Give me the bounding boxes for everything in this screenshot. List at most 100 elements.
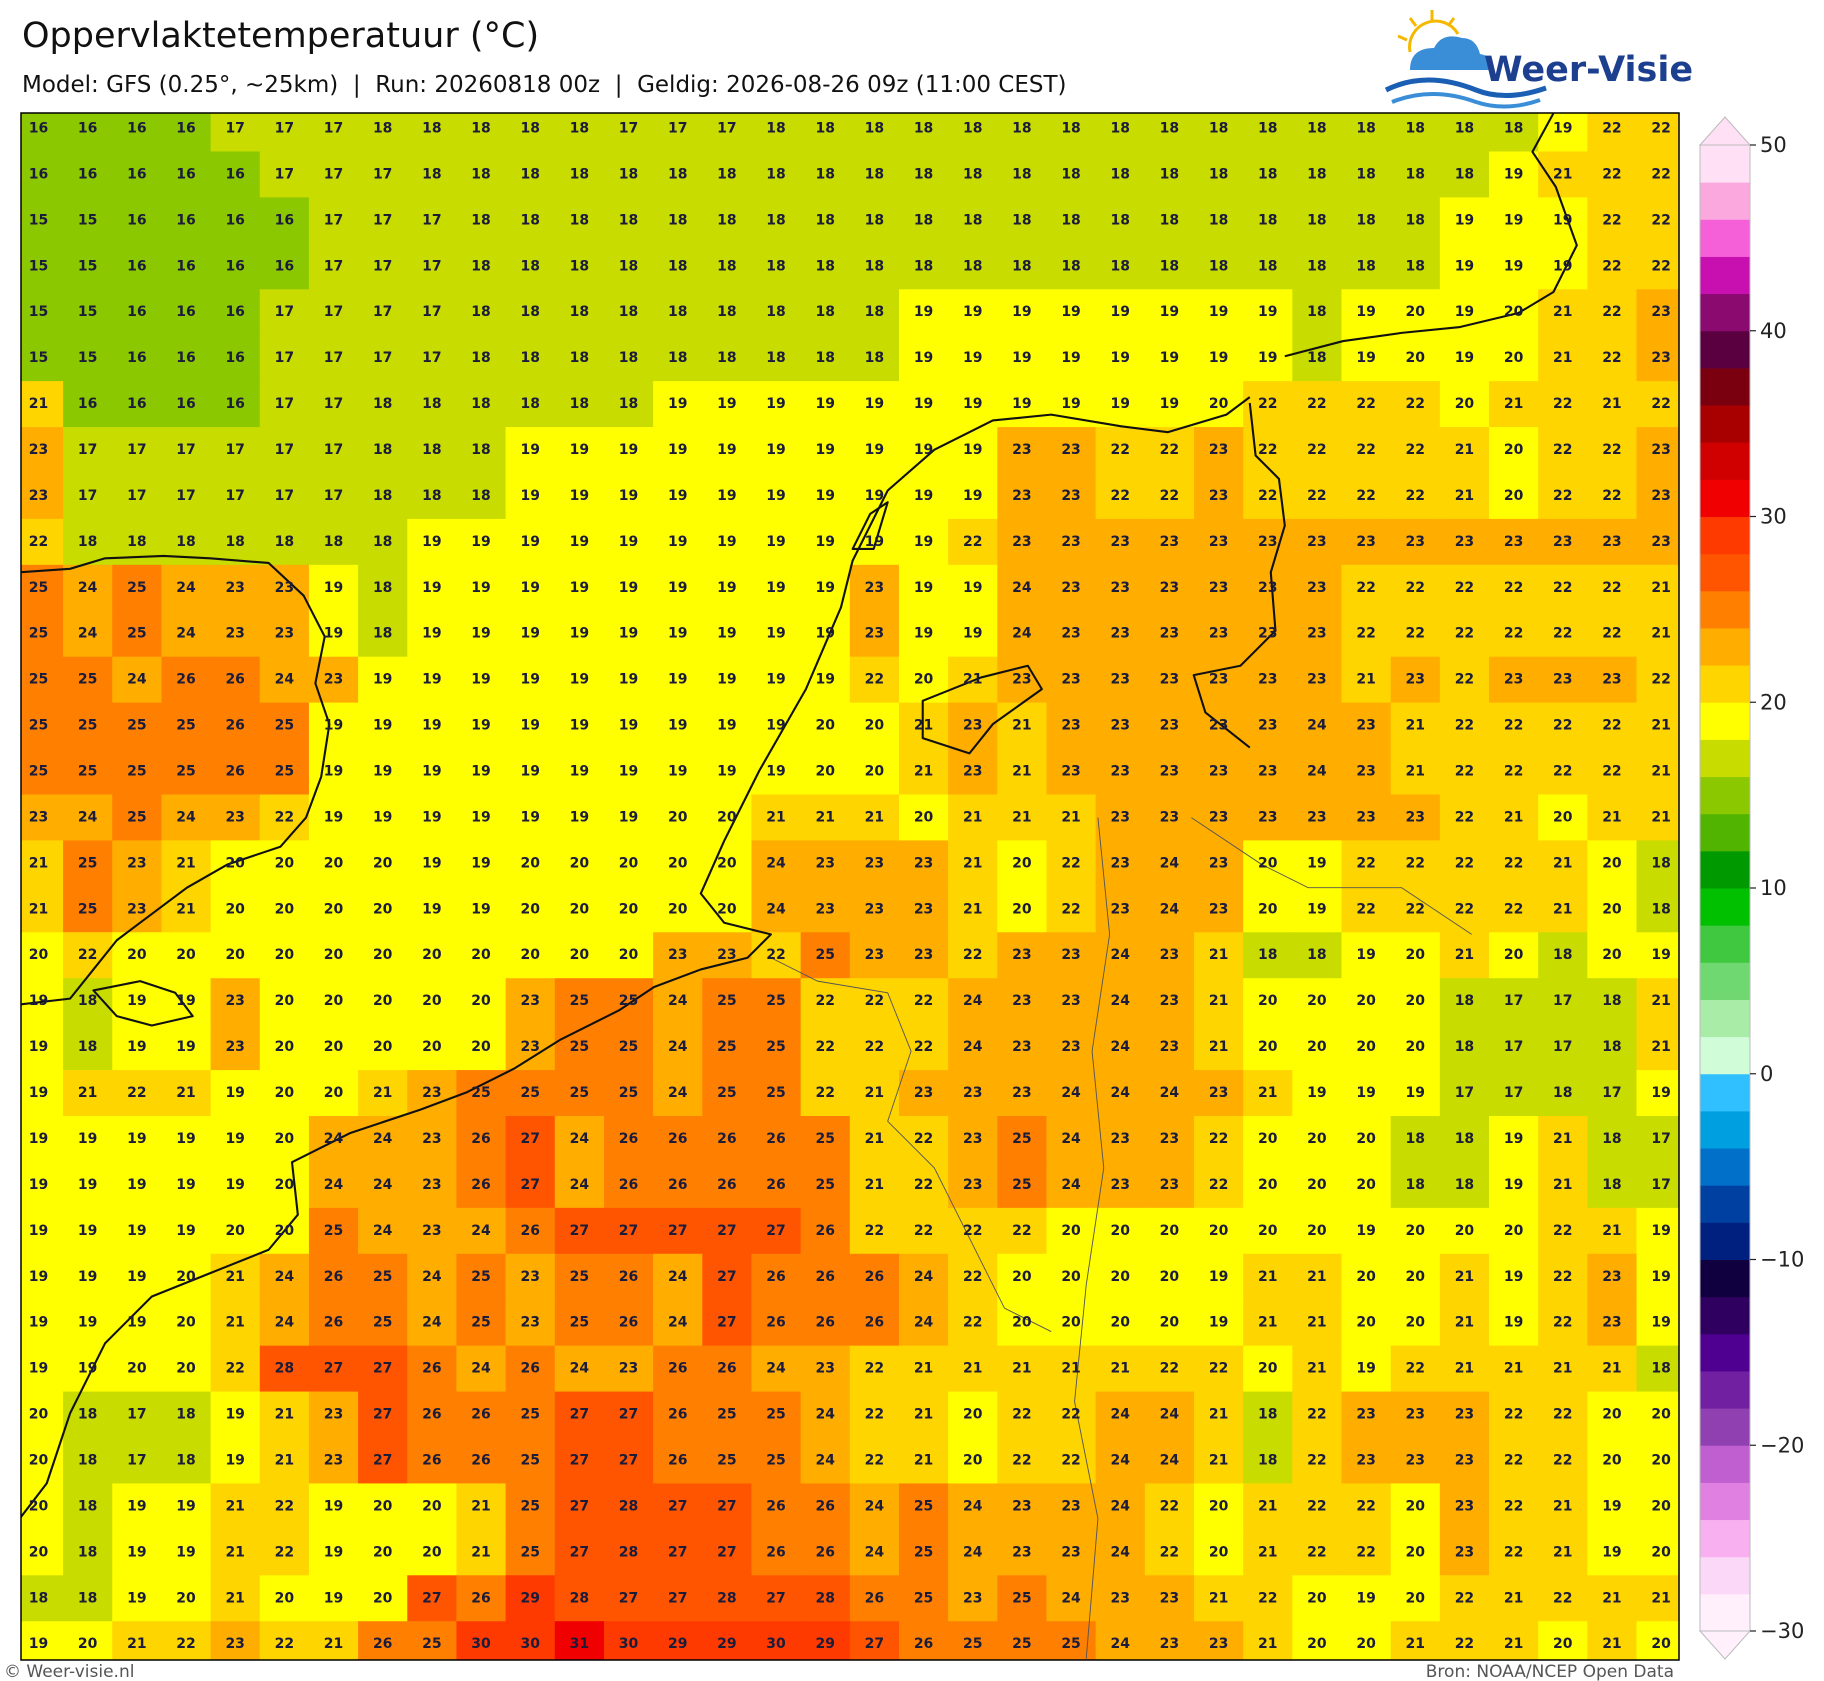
- temperature-cell: [1292, 1575, 1343, 1622]
- temperature-cell: [308, 564, 359, 612]
- temperature-cell: [456, 289, 507, 336]
- temperature-label: 23: [1406, 1452, 1425, 1468]
- temperature-label: 23: [1209, 580, 1228, 596]
- temperature-cell: [63, 1529, 113, 1576]
- temperature-label: 21: [1553, 1544, 1572, 1560]
- temperature-cell: [653, 1529, 703, 1576]
- temperature-label: 23: [865, 626, 884, 642]
- temperature-cell: [702, 1345, 753, 1393]
- temperature-label: 19: [1504, 1177, 1523, 1193]
- temperature-cell: [1292, 381, 1343, 428]
- temperature-label: 20: [1160, 1269, 1180, 1285]
- temperature-cell: [554, 1161, 605, 1209]
- temperature-cell: [1390, 1115, 1441, 1163]
- temperature-label: 23: [1110, 672, 1129, 688]
- temperature-cell: [997, 472, 1048, 520]
- temperature-label: 21: [1455, 1315, 1474, 1331]
- temperature-cell: [1292, 197, 1343, 244]
- temperature-label: 20: [275, 993, 295, 1009]
- temperature-label: 20: [1258, 1131, 1278, 1147]
- temperature-label: 26: [815, 1223, 834, 1239]
- temperature-label: 23: [1209, 764, 1228, 780]
- temperature-cell: [259, 243, 310, 290]
- temperature-label: 28: [570, 1590, 589, 1606]
- temperature-cell: [1341, 886, 1392, 933]
- temperature-cell: [1587, 1115, 1638, 1163]
- temperature-cell: [1095, 197, 1146, 244]
- temperature-label: 17: [1504, 1085, 1523, 1101]
- temperature-label: 26: [766, 1269, 785, 1285]
- temperature-cell: [161, 472, 212, 520]
- temperature-cell: [210, 1483, 261, 1530]
- temperature-label: 23: [1307, 580, 1326, 596]
- temperature-cell: [898, 1161, 949, 1209]
- temperature-cell: [112, 702, 163, 750]
- temperature-cell: [21, 1161, 64, 1209]
- temperature-cell: [1636, 794, 1679, 842]
- temperature-cell: [112, 1161, 163, 1209]
- temperature-cell: [603, 197, 654, 244]
- temperature-cell: [161, 1483, 212, 1530]
- temperature-cell: [1193, 1207, 1244, 1255]
- temperature-cell: [259, 1575, 310, 1622]
- temperature-label: 18: [471, 166, 490, 182]
- temperature-cell: [898, 1575, 949, 1622]
- temperature-cell: [1243, 932, 1293, 979]
- temperature-cell: [1292, 1529, 1343, 1576]
- temperature-label: 18: [865, 350, 884, 366]
- temperature-cell: [1587, 1070, 1638, 1117]
- temperature-label: 21: [1602, 396, 1621, 412]
- temperature-label: 20: [1258, 901, 1278, 917]
- temperature-label: 31: [570, 1636, 589, 1652]
- temperature-label: 21: [1504, 396, 1523, 412]
- temperature-label: 19: [422, 718, 441, 734]
- temperature-label: 25: [78, 672, 97, 688]
- temperature-cell: [1046, 1070, 1097, 1117]
- temperature-label: 22: [1504, 626, 1523, 642]
- temperature-cell: [751, 978, 802, 1025]
- temperature-cell: [505, 1483, 556, 1530]
- temperature-label: 24: [570, 1177, 590, 1193]
- temperature-cell: [898, 1115, 949, 1163]
- temperature-cell: [1636, 1529, 1679, 1576]
- temperature-cell: [849, 1529, 900, 1576]
- temperature-label: 25: [914, 1544, 933, 1560]
- temperature-cell: [1144, 978, 1195, 1025]
- temperature-label: 19: [717, 488, 736, 504]
- temperature-cell: [702, 518, 753, 566]
- temperature-cell: [259, 1115, 310, 1163]
- temperature-cell: [653, 1024, 703, 1071]
- temperature-cell: [1095, 472, 1146, 520]
- temperature-cell: [948, 289, 998, 336]
- temperature-label: 25: [373, 1315, 392, 1331]
- temperature-cell: [554, 932, 605, 979]
- temperature-label: 19: [668, 396, 687, 412]
- temperature-cell: [1587, 1345, 1638, 1393]
- temperature-cell: [259, 151, 310, 198]
- temperature-label: 21: [275, 1407, 294, 1423]
- temperature-cell: [1193, 1161, 1244, 1209]
- temperature-cell: [1636, 886, 1679, 933]
- temperature-label: 18: [865, 121, 884, 137]
- temperature-cell: [948, 243, 998, 290]
- temperature-label: 20: [324, 1085, 344, 1101]
- temperature-label: 19: [1455, 258, 1474, 274]
- temperature-cell: [653, 427, 703, 474]
- temperature-cell: [112, 1070, 163, 1117]
- temperature-cell: [1341, 1529, 1392, 1576]
- temperature-label: 19: [570, 626, 589, 642]
- temperature-label: 21: [1553, 1177, 1572, 1193]
- temperature-label: 22: [1504, 901, 1523, 917]
- temperature-cell: [800, 113, 851, 153]
- temperature-cell: [308, 932, 359, 979]
- temperature-label: 21: [1651, 1590, 1670, 1606]
- temperature-cell: [603, 1483, 654, 1530]
- temperature-label: 19: [619, 672, 638, 688]
- temperature-cell: [1439, 1253, 1490, 1301]
- temperature-label: 17: [717, 121, 736, 137]
- temperature-cell: [1587, 427, 1638, 474]
- temperature-label: 17: [422, 212, 441, 228]
- temperature-label: 23: [1258, 718, 1277, 734]
- temperature-cell: [1636, 840, 1679, 887]
- temperature-cell: [456, 1299, 507, 1347]
